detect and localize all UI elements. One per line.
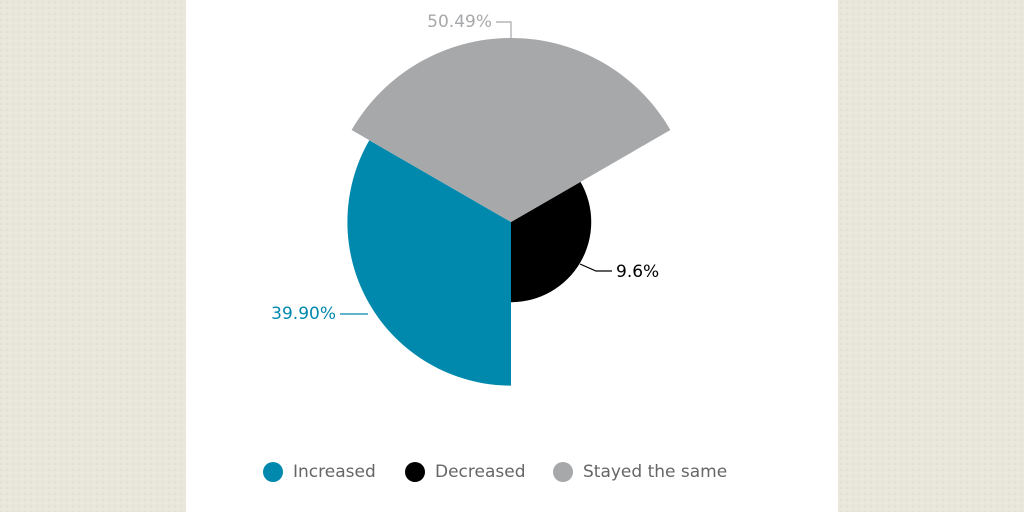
legend-swatch bbox=[263, 462, 283, 482]
legend-label: Decreased bbox=[435, 462, 526, 482]
segment bbox=[351, 37, 671, 223]
leader-line bbox=[496, 21, 512, 39]
value-label: 9.6% bbox=[616, 262, 659, 282]
value-label: 50.49% bbox=[427, 12, 492, 32]
leader-line bbox=[579, 263, 612, 272]
legend-swatch bbox=[553, 462, 573, 482]
legend-swatch bbox=[405, 462, 425, 482]
segment bbox=[347, 140, 511, 386]
chart: 39.90% 9.6% 50.49% Increased Decreased Stayed… bbox=[263, 12, 727, 482]
legend-label: Stayed the same bbox=[583, 462, 727, 482]
segment bbox=[511, 181, 592, 303]
legend-label: Increased bbox=[293, 462, 376, 482]
value-label: 39.90% bbox=[271, 304, 336, 324]
